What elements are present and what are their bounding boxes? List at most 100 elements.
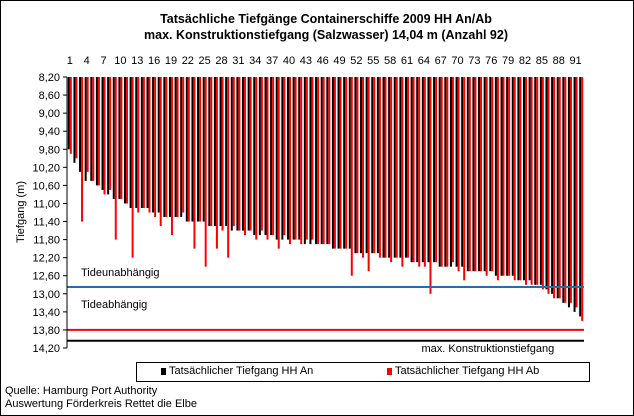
bar-an — [506, 77, 509, 276]
bar-an — [146, 77, 149, 208]
y-tick-labels: 8,20 8,60 9,00 9,40 9,80 10,20 10,60 11,00 11,40… — [32, 72, 67, 355]
reference-label-above: Tideunabhängig — [81, 267, 160, 279]
y-tick-label: 11,80 — [33, 235, 60, 247]
bar-ab — [69, 77, 72, 154]
bar-an — [376, 77, 379, 254]
x-tick-label: 22 — [182, 55, 194, 67]
bar-ab — [204, 77, 207, 267]
bar-ab — [502, 77, 505, 276]
bar-ab — [367, 77, 370, 272]
bar-ab — [260, 77, 263, 231]
x-tick-label: 70 — [451, 55, 463, 67]
bar-ab — [227, 77, 230, 258]
bar-ab — [137, 77, 140, 213]
bar-an — [455, 77, 458, 267]
x-tick-label: 25 — [199, 55, 211, 67]
bar-ab — [581, 77, 584, 321]
bar-an — [135, 77, 138, 208]
bar-series — [67, 77, 584, 321]
x-tick-label: 64 — [418, 55, 430, 67]
bar-ab — [154, 77, 157, 218]
bar-an — [95, 77, 98, 186]
x-tick-label: 40 — [283, 55, 295, 67]
bar-an — [539, 77, 542, 285]
bar-ab — [159, 77, 162, 227]
bar-ab — [333, 77, 336, 249]
bar-an — [79, 77, 82, 172]
bar-ab — [418, 77, 421, 267]
bar-an — [551, 77, 554, 294]
bar-an — [343, 77, 346, 249]
bar-ab — [193, 77, 196, 249]
bar-an — [84, 77, 87, 181]
bar-an — [399, 77, 402, 258]
bar-ab — [266, 77, 269, 240]
x-tick-label: 7 — [100, 55, 106, 67]
bar-an — [208, 77, 211, 227]
bar-ab — [81, 77, 84, 222]
source-note: Quelle: Hamburg Port Authority Auswertun… — [5, 385, 197, 411]
bar-an — [528, 77, 531, 281]
bar-ab — [199, 77, 202, 222]
bar-an — [438, 77, 441, 267]
chart-title: Tatsächliche Tiefgänge Containerschiffe … — [160, 12, 492, 26]
bar-an — [264, 77, 267, 236]
bar-an — [270, 77, 273, 236]
bar-ab — [114, 77, 117, 240]
bar-an — [556, 77, 559, 299]
chart-subtitle: max. Konstruktionstiefgang (Salzwasser) … — [144, 28, 508, 42]
bar-an — [202, 77, 205, 222]
x-tick-label: 88 — [553, 55, 565, 67]
bar-ab — [210, 77, 213, 227]
bar-an — [478, 77, 481, 272]
bar-ab — [345, 77, 348, 249]
bar-ab — [569, 77, 572, 303]
bar-an — [185, 77, 188, 222]
x-tick-label: 16 — [148, 55, 160, 67]
bar-an — [230, 77, 233, 231]
x-tick-labels: 1 4 7 10 13 16 19 22 25 28 31 34 37 40 43 46 49 52 55 58 61 6… — [67, 55, 582, 67]
bar-ab — [468, 77, 471, 272]
bar-an — [545, 77, 548, 290]
x-tick-label: 31 — [232, 55, 244, 67]
bar-an — [433, 77, 436, 263]
bar-ab — [86, 77, 89, 172]
bar-ab — [496, 77, 499, 281]
bar-an — [444, 77, 447, 267]
y-tick-label: 13,00 — [32, 289, 60, 301]
bar-ab — [356, 77, 359, 254]
bar-ab — [215, 77, 218, 249]
y-axis-label: Tiefgang (m) — [15, 181, 27, 243]
x-tick-label: 55 — [367, 55, 379, 67]
bar-an — [258, 77, 261, 236]
bar-ab — [300, 77, 303, 245]
legend: Tatsächlicher Tiefgang HH An Tatsächlich… — [136, 362, 590, 382]
bar-an — [225, 77, 228, 227]
bar-an — [472, 77, 475, 272]
bar-ab — [317, 77, 320, 245]
bar-ab — [412, 77, 415, 263]
bar-an — [298, 77, 301, 240]
bar-an — [180, 77, 183, 218]
bar-ab — [294, 77, 297, 240]
x-tick-label: 43 — [300, 55, 312, 67]
x-tick-label: 73 — [468, 55, 480, 67]
bar-an — [320, 77, 323, 245]
bar-an — [573, 77, 576, 312]
bar-an — [360, 77, 363, 254]
x-tick-label: 4 — [84, 55, 90, 67]
y-tick-label: 8,20 — [39, 72, 60, 84]
bar-ab — [120, 77, 123, 199]
bar-ab — [536, 77, 539, 285]
bar-ab — [508, 77, 511, 276]
bar-ab — [558, 77, 561, 299]
bar-an — [112, 77, 115, 199]
bar-an — [309, 77, 312, 245]
bar-an — [466, 77, 469, 272]
bar-ab — [244, 77, 247, 236]
bar-ab — [435, 77, 438, 263]
bar-ab — [103, 77, 106, 195]
bar-an — [275, 77, 278, 240]
x-tick-label: 67 — [435, 55, 447, 67]
